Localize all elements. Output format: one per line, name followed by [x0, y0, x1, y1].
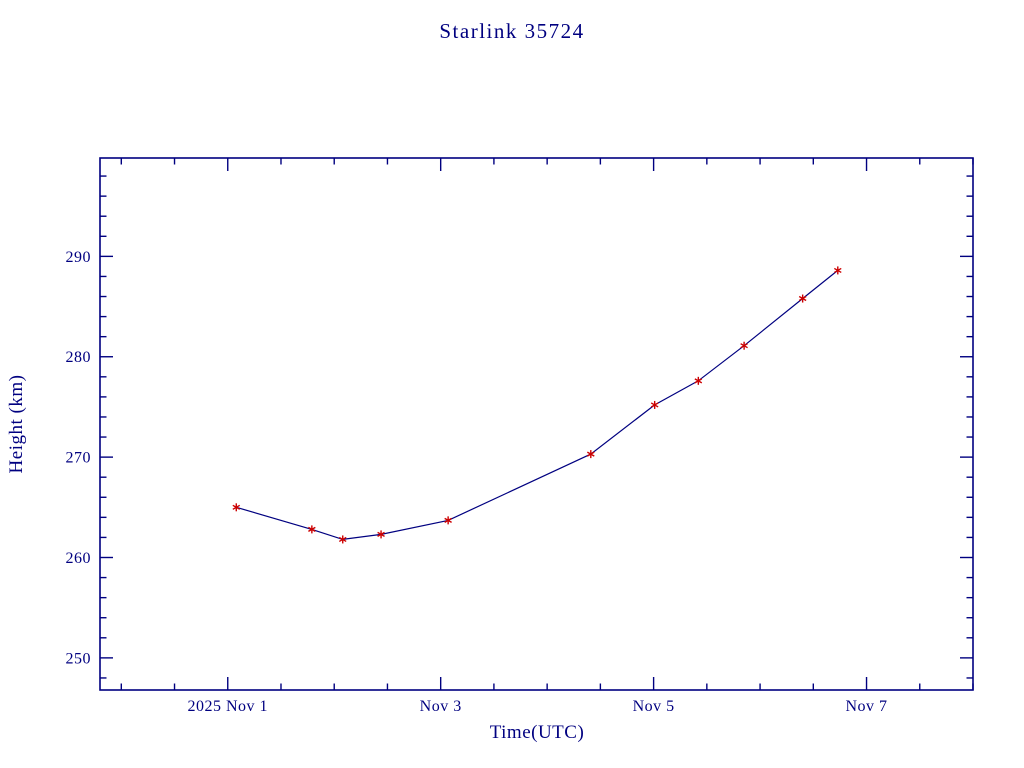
marker-stroke [833, 267, 842, 274]
marker-stroke [798, 295, 807, 302]
data-series [232, 266, 842, 544]
data-point-marker [798, 294, 807, 303]
y-tick-label: 280 [66, 349, 92, 366]
data-point-marker [740, 341, 748, 350]
marker-stroke [694, 378, 703, 384]
marker-stroke [338, 536, 347, 543]
data-point-marker [833, 266, 842, 275]
marker-stroke [586, 451, 595, 457]
height-series-line [236, 269, 839, 541]
marker-stroke [377, 531, 385, 538]
y-tick-label: 250 [66, 650, 92, 667]
axis-ticks [100, 158, 974, 690]
marker-stroke [308, 526, 316, 533]
x-axis-label: Time(UTC) [490, 722, 585, 743]
x-tick-label: Nov 5 [633, 698, 675, 715]
marker-stroke [650, 402, 659, 408]
data-point-marker [308, 525, 316, 534]
x-tick-label: Nov 3 [420, 698, 462, 715]
data-point-marker [444, 516, 452, 525]
data-point-marker [586, 450, 595, 459]
plot-border [99, 157, 974, 691]
plot-frame [99, 157, 974, 691]
marker-stroke [740, 343, 748, 349]
data-point-marker [694, 376, 703, 385]
y-tick-label: 270 [66, 450, 92, 467]
y-tick-label: 260 [66, 550, 92, 567]
data-point-marker [232, 503, 241, 512]
axis-tick-labels: 2025 Nov 1 Nov 3 Nov 5 Nov 7 250 260 270 280 290 [66, 249, 888, 715]
chart-title: Starlink 35724 [439, 19, 584, 43]
data-point-marker [377, 530, 385, 539]
marker-stroke [232, 504, 241, 510]
x-tick-label: Nov 7 [846, 698, 888, 715]
data-point-marker [650, 400, 659, 409]
x-tick-label: 2025 Nov 1 [187, 698, 268, 715]
marker-stroke [444, 517, 452, 523]
y-tick-label: 290 [66, 249, 92, 266]
data-point-marker [338, 535, 347, 544]
y-axis-label: Height (km) [6, 375, 27, 474]
